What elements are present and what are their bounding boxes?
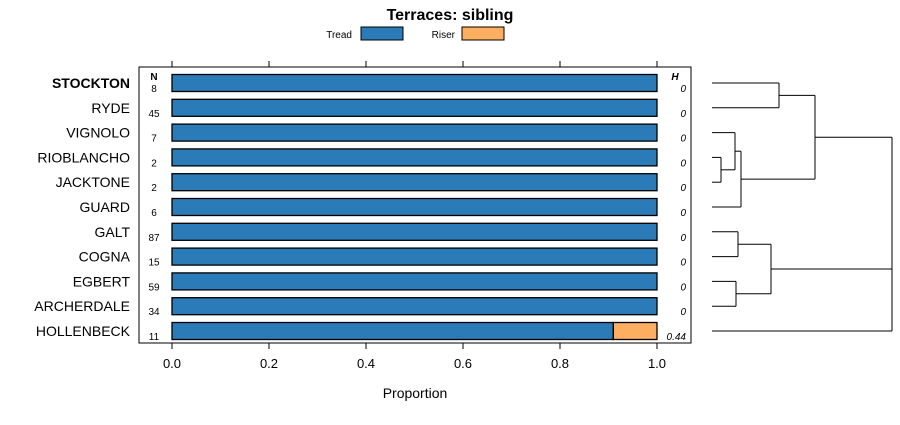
top-axis-ticks bbox=[171, 61, 658, 67]
legend-swatch-riser bbox=[461, 26, 505, 41]
n-value: 15 bbox=[148, 258, 160, 269]
n-value: 8 bbox=[151, 84, 157, 95]
legend-label-riser: Riser bbox=[432, 30, 456, 41]
x-axis-label: Proportion bbox=[383, 385, 448, 401]
n-value: 7 bbox=[151, 134, 157, 145]
x-tick-label: 1.0 bbox=[648, 356, 666, 371]
x-tick-label: 0.2 bbox=[260, 356, 278, 371]
h-value: 0 bbox=[680, 109, 686, 120]
bar-segment-tread bbox=[171, 197, 658, 217]
bar-segment-tread bbox=[171, 98, 658, 117]
h-value: 0 bbox=[680, 183, 686, 194]
bar-segment-tread bbox=[171, 297, 658, 316]
bar-segment-tread bbox=[171, 321, 615, 341]
bar-segment-tread bbox=[171, 123, 658, 142]
h-value: 0 bbox=[680, 282, 686, 293]
legend-label-tread: Tread bbox=[326, 30, 352, 41]
bar-segment-tread bbox=[171, 173, 658, 192]
n-value: 45 bbox=[148, 109, 160, 120]
bar-segment-tread bbox=[171, 272, 658, 291]
bar-segment-tread bbox=[171, 222, 658, 241]
h-value: 0 bbox=[680, 258, 686, 269]
category-label: COGNA bbox=[79, 249, 131, 265]
x-tick-label: 0.6 bbox=[454, 356, 472, 371]
h-value: 0 bbox=[680, 307, 686, 318]
h-column-header: H bbox=[671, 72, 679, 83]
plot-panel bbox=[138, 66, 692, 344]
h-value: 0 bbox=[680, 84, 686, 95]
h-value: 0 bbox=[680, 233, 686, 244]
category-label: HOLLENBECK bbox=[36, 323, 131, 339]
n-value: 6 bbox=[151, 208, 157, 219]
bar-segment-tread bbox=[171, 73, 658, 93]
category-label: JACKTONE bbox=[56, 174, 130, 190]
category-label: GALT bbox=[94, 224, 130, 240]
category-labels: STOCKTON 8 0 RYDE 45 0 VIGNOLO 7 0 RIOBLANCHO 2 0 JA… bbox=[34, 75, 686, 343]
dendrogram bbox=[712, 82, 893, 332]
x-tick-label: 0.0 bbox=[163, 356, 181, 371]
n-column-header: N bbox=[150, 72, 157, 83]
category-label: STOCKTON bbox=[52, 75, 130, 91]
category-label: EGBERT bbox=[73, 273, 131, 289]
x-tick-label: 0.8 bbox=[551, 356, 569, 371]
category-label: ARCHERDALE bbox=[34, 298, 130, 314]
n-value: 11 bbox=[149, 332, 160, 343]
h-value: 0 bbox=[680, 134, 686, 145]
h-value: 0.44 bbox=[667, 332, 687, 343]
n-value: 59 bbox=[148, 282, 160, 293]
bar-segment-riser bbox=[612, 321, 658, 341]
h-value: 0 bbox=[680, 158, 686, 169]
x-axis: 0.0 0.2 0.4 0.6 0.8 1.0 bbox=[163, 343, 666, 371]
x-tick-label: 0.4 bbox=[357, 356, 375, 371]
chart-title: Terraces: sibling bbox=[387, 7, 514, 24]
bars bbox=[171, 73, 658, 341]
n-value: 87 bbox=[148, 233, 160, 244]
h-value: 0 bbox=[680, 208, 686, 219]
category-label: GUARD bbox=[79, 199, 130, 215]
bar-segment-tread bbox=[171, 247, 658, 266]
n-value: 2 bbox=[151, 158, 157, 169]
n-value: 34 bbox=[148, 307, 160, 318]
legend: Tread Riser bbox=[326, 26, 505, 41]
n-value: 2 bbox=[151, 183, 157, 194]
category-label: RIOBLANCHO bbox=[37, 149, 130, 165]
legend-swatch-tread bbox=[360, 26, 404, 41]
bar-segment-tread bbox=[171, 148, 658, 167]
category-label: RYDE bbox=[91, 100, 130, 116]
category-label: VIGNOLO bbox=[66, 125, 130, 141]
